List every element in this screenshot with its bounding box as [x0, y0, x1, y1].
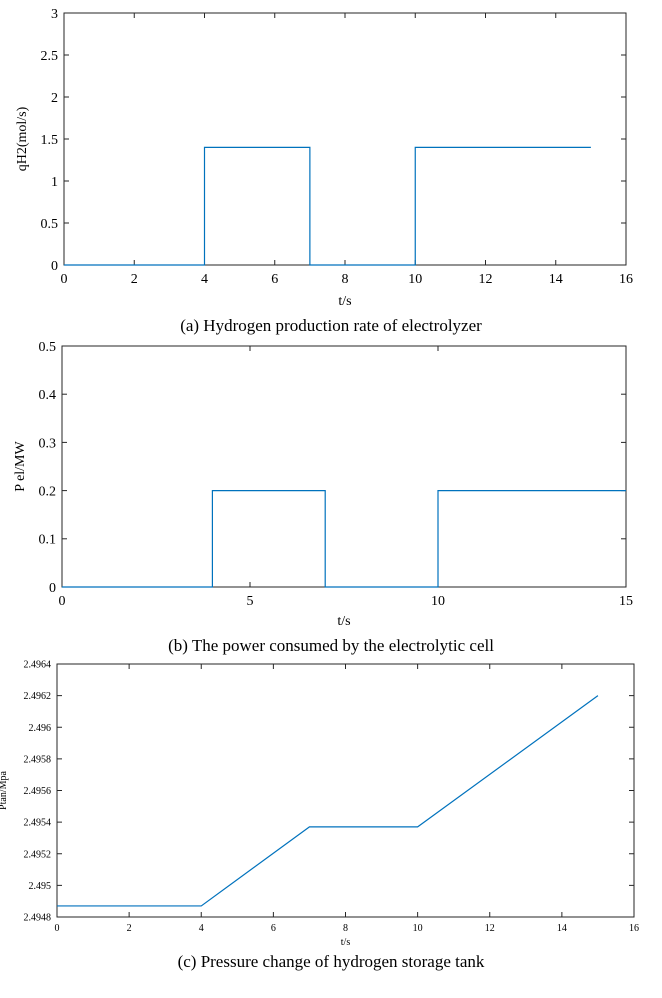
- y-tick-label: 0.2: [39, 485, 57, 500]
- y-tick-label: 2.4962: [24, 691, 52, 702]
- x-tick-label: 0: [59, 594, 66, 609]
- y-tick-label: 0: [49, 581, 56, 596]
- y-tick-label: 2.496: [29, 723, 52, 734]
- y-tick-label: 0.1: [39, 533, 57, 548]
- x-tick-label: 4: [201, 272, 208, 287]
- x-tick-label: 14: [557, 923, 567, 934]
- y-tick-label: 0: [51, 259, 58, 274]
- y-tick-label: 0.3: [39, 436, 57, 451]
- x-tick-label: 2: [127, 923, 132, 934]
- x-tick-label: 6: [271, 272, 278, 287]
- x-tick-label: 5: [247, 594, 254, 609]
- y-tick-label: 2.495: [29, 881, 52, 892]
- x-tick-label: 4: [199, 923, 204, 934]
- y-tick-label: 2.4948: [24, 913, 52, 924]
- y-tick-label: 0.5: [41, 217, 59, 232]
- x-tick-label: 8: [343, 923, 348, 934]
- x-tick-label: 16: [619, 272, 633, 287]
- y-tick-label: 2.4956: [24, 786, 52, 797]
- y-tick-label: 1: [51, 175, 58, 190]
- y-tick-label: 2.4954: [24, 818, 52, 829]
- x-tick-label: 0: [61, 272, 68, 287]
- x-tick-label: 12: [485, 923, 495, 934]
- x-tick-label: 2: [131, 272, 138, 287]
- chart-2: 0 5 10 15 0 0.1 0.2 0.3 0.4 0.5 t/s P el/MW (b) The …: [13, 340, 633, 655]
- chart-caption: (c) Pressure change of hydrogen storage …: [178, 952, 485, 971]
- x-tick-label: 15: [619, 594, 633, 609]
- x-axis-label: t/s: [341, 937, 351, 948]
- y-tick-label: 2: [51, 91, 58, 106]
- plot-frame: [61, 345, 627, 588]
- x-tick-label: 10: [408, 272, 422, 287]
- series-line: [57, 695, 599, 907]
- x-tick-label: 0: [55, 923, 60, 934]
- y-tick-label: 2.5: [41, 49, 59, 64]
- chart-3: 0 2 4 6 8 10 12 14 16 2.4948 2.495 2.4952 2.4954 2.49…: [0, 660, 639, 972]
- y-tick-label: 0.5: [39, 340, 57, 355]
- x-tick-label: 10: [431, 594, 445, 609]
- series-line: [62, 490, 626, 588]
- y-tick-label: 3: [51, 7, 58, 22]
- y-tick-label: 0.4: [39, 388, 57, 403]
- chart-caption: (b) The power consumed by the electrolyt…: [168, 636, 494, 655]
- chart-caption: (a) Hydrogen production rate of electrol…: [180, 316, 482, 335]
- x-axis-label: t/s: [338, 294, 351, 309]
- x-tick-label: 16: [629, 923, 639, 934]
- y-tick-label: 2.4964: [24, 660, 52, 671]
- y-axis-label: Ptan/Mpa: [0, 770, 9, 809]
- x-tick-label: 8: [342, 272, 349, 287]
- series-line: [64, 146, 591, 266]
- y-tick-label: 1.5: [41, 133, 59, 148]
- y-tick-label: 2.4958: [24, 754, 52, 765]
- x-tick-label: 14: [549, 272, 563, 287]
- x-tick-label: 6: [271, 923, 276, 934]
- y-axis-label: qH2(mol/s): [15, 106, 30, 171]
- x-axis-label: t/s: [337, 614, 350, 629]
- x-tick-label: 12: [479, 272, 493, 287]
- x-tick-label: 10: [413, 923, 423, 934]
- plot-frame: [56, 663, 635, 918]
- plot-frame: [63, 12, 627, 266]
- y-tick-label: 2.4952: [24, 849, 52, 860]
- chart-1: 0 2 4 6 8 10 12 14 16 0 0.5 1 1.5 2 2.5 3 t/s qH2(mol/s) (…: [15, 7, 633, 335]
- y-axis-label: P el/MW: [13, 441, 28, 492]
